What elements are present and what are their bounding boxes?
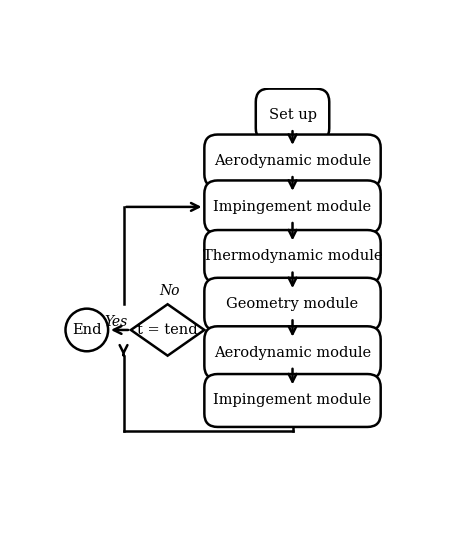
FancyBboxPatch shape bbox=[256, 89, 329, 142]
FancyBboxPatch shape bbox=[204, 374, 381, 427]
Text: Aerodynamic module: Aerodynamic module bbox=[214, 346, 371, 360]
Text: Thermodynamic module: Thermodynamic module bbox=[203, 250, 382, 264]
Text: t = tend: t = tend bbox=[137, 323, 198, 337]
Text: Aerodynamic module: Aerodynamic module bbox=[214, 154, 371, 168]
Text: Impingement module: Impingement module bbox=[213, 200, 372, 214]
Text: End: End bbox=[72, 323, 101, 337]
Text: Impingement module: Impingement module bbox=[213, 394, 372, 408]
Polygon shape bbox=[131, 304, 204, 355]
Circle shape bbox=[65, 309, 108, 351]
Text: No: No bbox=[159, 284, 180, 297]
FancyBboxPatch shape bbox=[204, 278, 381, 331]
FancyBboxPatch shape bbox=[204, 230, 381, 283]
Text: Geometry module: Geometry module bbox=[227, 297, 358, 311]
FancyBboxPatch shape bbox=[204, 135, 381, 187]
Text: Yes: Yes bbox=[105, 315, 128, 329]
Text: Set up: Set up bbox=[268, 108, 317, 122]
FancyBboxPatch shape bbox=[204, 326, 381, 379]
FancyBboxPatch shape bbox=[204, 180, 381, 234]
